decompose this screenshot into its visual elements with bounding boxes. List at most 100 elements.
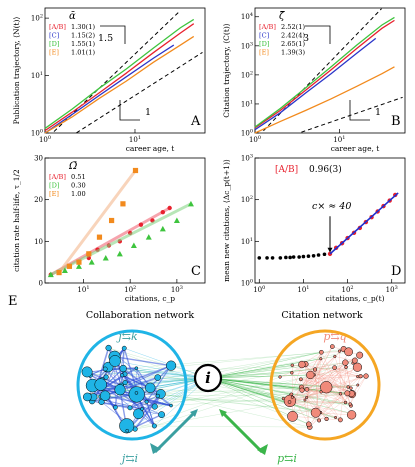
series-line: [254, 37, 377, 131]
data-point: [257, 256, 262, 260]
trend-line: [57, 169, 137, 274]
y-axis-label: Citation trajectory, ⟨C(t)⟩: [222, 23, 231, 117]
citation-node: [305, 421, 312, 428]
collab-node: [105, 344, 112, 352]
legend-value: 1.15(2): [71, 32, 95, 40]
edge: [207, 365, 293, 379]
collab-node: [83, 392, 92, 402]
citation-node: [356, 351, 364, 359]
collab-node: [122, 379, 128, 386]
data-point: [138, 222, 144, 227]
y-axis-label: Publication trajectory, ⟨N(t)⟩: [12, 17, 21, 125]
x-axis-label: citations, c_p(t): [325, 294, 384, 303]
edge: [334, 356, 355, 361]
citation-node: [356, 383, 360, 387]
edge: [301, 364, 348, 394]
arrowhead: [150, 443, 161, 454]
legend-value: 1.55(1): [71, 40, 95, 48]
network-title-citation: Citation network: [281, 310, 362, 321]
edge: [350, 376, 367, 405]
citation-node: [278, 375, 282, 379]
citation-node: [351, 357, 358, 364]
collab-node: [134, 366, 139, 370]
edge: [306, 389, 327, 420]
tick-label: 103: [386, 285, 398, 294]
citation-node: [332, 365, 337, 370]
citation-node: [358, 374, 363, 379]
citation-node: [343, 400, 348, 405]
edge: [334, 367, 353, 395]
data-point: [76, 259, 82, 265]
data-point: [159, 225, 166, 232]
edge: [207, 377, 351, 405]
edge: [289, 393, 348, 402]
legend-value: 1.01(1): [71, 49, 95, 57]
tick-label: 103: [241, 41, 253, 50]
edge: [124, 347, 209, 379]
series-line: [44, 44, 175, 134]
plot-frame: [44, 157, 206, 284]
edge: [292, 367, 335, 398]
annotation-crossover: c× ≈ 40: [312, 201, 351, 212]
arrowhead: [219, 409, 227, 417]
edge: [90, 352, 322, 376]
edge: [157, 393, 353, 397]
citation-node: [312, 367, 318, 372]
collab-node: [113, 405, 118, 410]
citation-node: [342, 359, 349, 366]
tick-label: 101: [129, 135, 141, 144]
edge: [101, 401, 131, 409]
citation-node: [324, 416, 329, 422]
panel-label: E: [8, 294, 18, 309]
panel-label: A: [190, 114, 201, 129]
reference-line: [76, 51, 203, 134]
tick-label: 102: [342, 285, 354, 294]
edge: [291, 364, 303, 395]
edge: [309, 376, 361, 428]
citation-node: [356, 374, 360, 379]
citation-node: [290, 363, 294, 367]
edge: [207, 377, 316, 413]
legend-label: [A/B]: [259, 23, 276, 31]
citation-node: [352, 362, 363, 372]
slope-label: 1: [375, 107, 381, 118]
slope-guide: [349, 100, 370, 121]
data-point: [316, 253, 321, 257]
edge: [135, 376, 281, 430]
data-point: [306, 254, 311, 258]
edge: [123, 350, 340, 369]
x-axis-label: citations, c_p: [125, 294, 175, 303]
collab-node: [158, 411, 165, 419]
edge: [126, 425, 310, 428]
edge: [310, 374, 354, 414]
plot-frame: [254, 7, 406, 134]
collab-node: [165, 360, 177, 371]
edge: [207, 377, 303, 391]
slope-label: 3: [303, 33, 309, 44]
collab-network-boundary: [76, 329, 188, 441]
tick-label: 30: [34, 155, 43, 163]
citation-node: [333, 354, 337, 359]
collab-node: [114, 384, 126, 396]
series-line: [254, 19, 395, 129]
data-point: [291, 255, 296, 259]
tick-label: 100: [31, 129, 43, 138]
legend-label: [D]: [49, 40, 59, 48]
edge: [314, 369, 352, 406]
legend-value: 0.51: [71, 173, 86, 181]
edge: [306, 362, 353, 398]
edge: [301, 390, 309, 425]
edge: [121, 377, 209, 386]
tick-label: 101: [241, 237, 253, 246]
data-point: [288, 255, 292, 260]
edge: [292, 393, 353, 417]
collab-node: [151, 403, 158, 410]
network-title-collab: Collaboration network: [86, 310, 194, 321]
edge: [289, 401, 353, 414]
slope-label: 1.5: [98, 33, 113, 44]
tick-label: 100: [253, 285, 265, 294]
tick-label: 102: [241, 70, 253, 79]
slope-guide: [100, 25, 126, 44]
